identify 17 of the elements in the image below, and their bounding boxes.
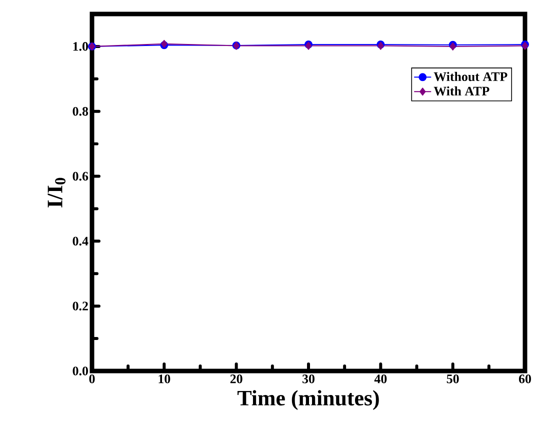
legend-label: Without ATP <box>434 72 508 82</box>
y-tick-label: 0.2 <box>72 302 88 310</box>
x-tick-label: 50 <box>446 374 459 384</box>
legend-label: With ATP <box>434 86 490 96</box>
x-tick-label: 20 <box>230 374 242 384</box>
y-tick-label: 0.6 <box>72 172 88 181</box>
y-tick-label: 0.0 <box>72 366 88 376</box>
x-tick-label: 0 <box>89 374 95 384</box>
x-tick-label: 10 <box>158 374 170 384</box>
x-tick-label: 60 <box>518 374 531 384</box>
x-tick-label: 40 <box>374 374 387 384</box>
y-tick-label: 0.8 <box>72 106 88 116</box>
y-tick-label: 1.0 <box>73 42 88 51</box>
y-tick-label: 0.4 <box>72 236 88 246</box>
y-axis-title: I/I$_{0}$ <box>48 178 66 208</box>
x-tick-label: 30 <box>302 374 314 384</box>
x-axis-title: Time (minutes) <box>238 390 379 410</box>
